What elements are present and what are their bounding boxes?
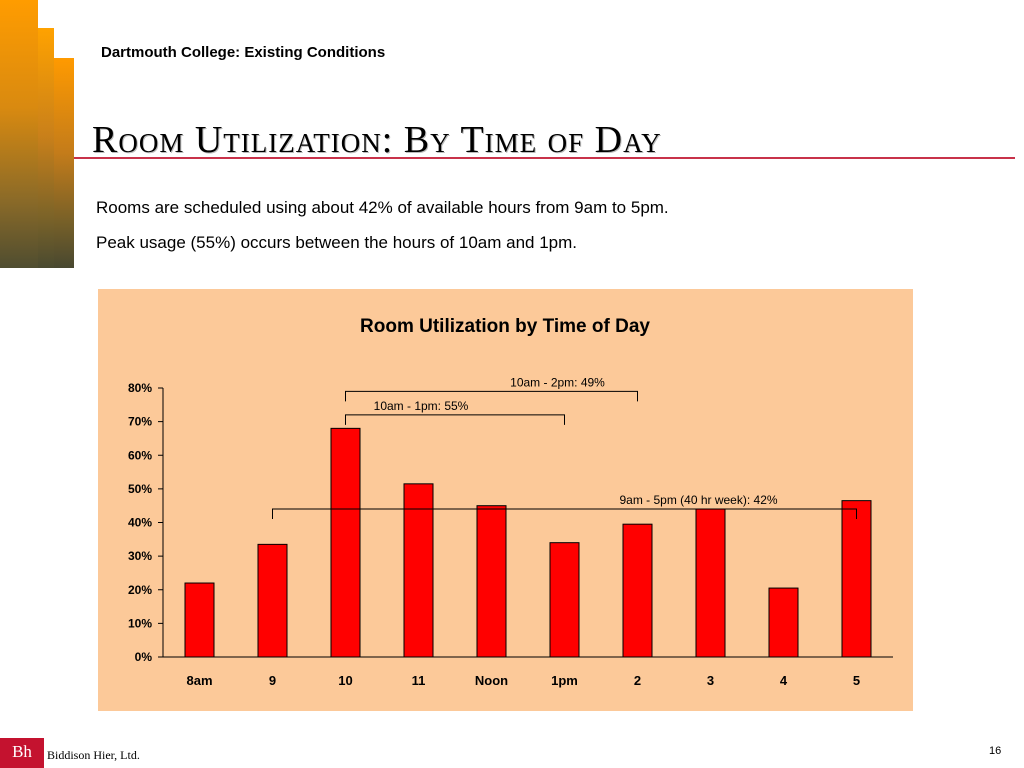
summary-line-2: Peak usage (55%) occurs between the hour… <box>96 233 578 252</box>
x-tick-label: 11 <box>412 673 426 688</box>
decor-stripe-3 <box>54 58 74 268</box>
firm-logo: Bh <box>0 738 44 768</box>
y-tick-label: 50% <box>128 482 152 496</box>
bar-10 <box>330 427 361 658</box>
y-tick-label: 0% <box>135 650 153 664</box>
bar-4 <box>768 587 799 658</box>
y-tick-label: 30% <box>128 549 152 563</box>
decor-stripe-1 <box>0 0 38 268</box>
annotation-bracket-1 <box>345 390 638 402</box>
slide-title: Room Utilization: By Time of Day <box>92 119 662 161</box>
annotation-label-2: 10am - 1pm: 55% <box>374 399 469 413</box>
chart-title: Room Utilization by Time of Day <box>360 316 650 337</box>
bar-5 <box>841 500 872 658</box>
x-tick-label: Noon <box>475 673 508 688</box>
y-tick-label: 70% <box>128 415 152 429</box>
x-tick-label: 4 <box>780 673 788 688</box>
bar-noon <box>476 505 507 658</box>
y-tick-label: 40% <box>128 516 152 530</box>
bar-1pm <box>549 542 580 658</box>
y-tick-label: 10% <box>128 616 152 630</box>
page-number: 16 <box>989 745 1002 757</box>
title-rule <box>74 157 1015 159</box>
y-tick-label: 20% <box>128 583 152 597</box>
bar-9 <box>257 543 288 658</box>
x-tick-label: 3 <box>707 673 714 688</box>
x-tick-label: 9 <box>269 673 276 688</box>
y-tick-label: 60% <box>128 448 152 462</box>
x-tick-label: 2 <box>634 673 641 688</box>
x-tick-label: 10 <box>338 673 352 688</box>
annotation-bracket-3 <box>272 508 857 520</box>
x-tick-label: 5 <box>853 673 860 688</box>
x-tick-label: 1pm <box>551 673 578 688</box>
annotation-bracket-2 <box>345 414 565 425</box>
bar-2 <box>622 523 653 658</box>
decor-stripe-2 <box>38 28 54 268</box>
slide-subtitle: Dartmouth College: Existing Conditions <box>101 44 386 61</box>
bar-3 <box>695 508 726 658</box>
annotation-label-1: 10am - 2pm: 49% <box>510 375 605 389</box>
bar-8am <box>184 582 215 658</box>
summary-line-1: Rooms are scheduled using about 42% of a… <box>96 198 669 217</box>
bar-chart: Room Utilization by Time of Day 0% 10% 20% 3… <box>128 316 893 688</box>
bar-11 <box>403 483 434 658</box>
x-tick-label: 8am <box>186 673 212 688</box>
chart-panel: Room Utilization by Time of Day 0% 10% 20% 3… <box>98 289 913 711</box>
firm-name: Biddison Hier, Ltd. <box>47 748 140 762</box>
annotation-label-3: 9am - 5pm (40 hr week): 42% <box>619 493 777 507</box>
y-tick-label: 80% <box>128 381 152 395</box>
